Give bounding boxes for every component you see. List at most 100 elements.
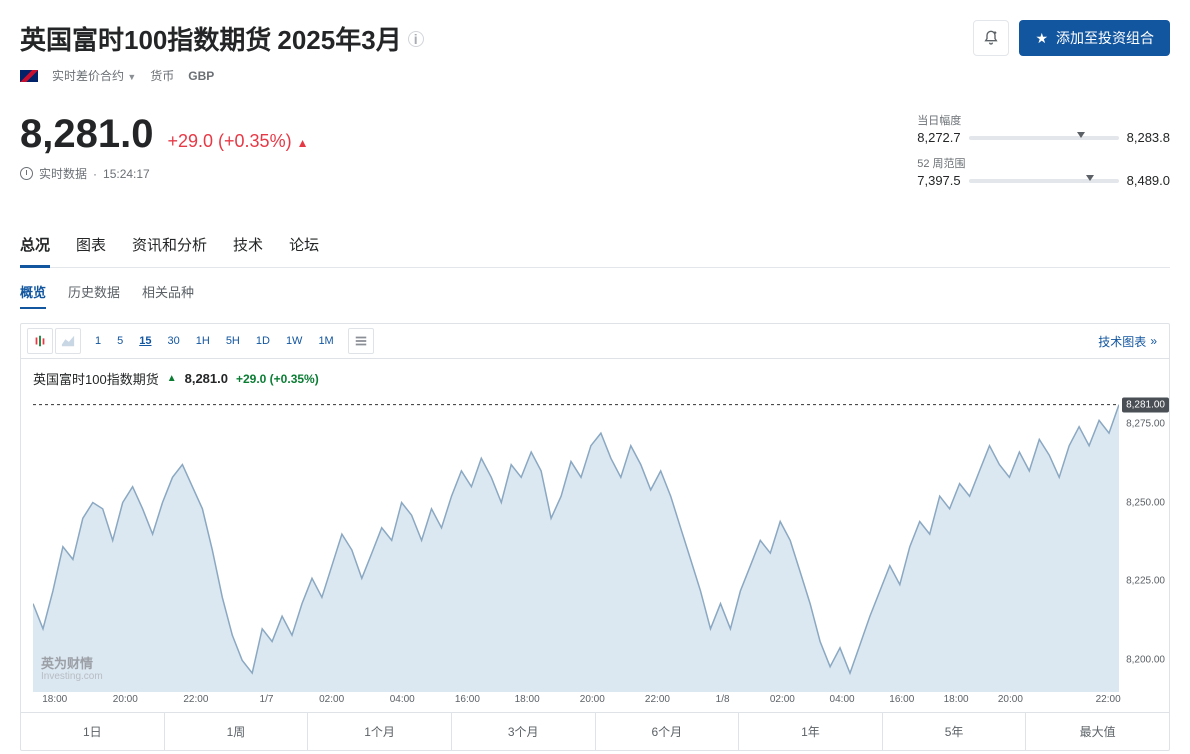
up-arrow-icon: ▲ [167,373,177,384]
main-tab-1[interactable]: 图表 [76,224,106,267]
range-btn-6[interactable]: 5年 [883,713,1027,750]
x-tick: 18:00 [944,694,969,705]
week52-range-bar [969,179,1119,183]
candlestick-button[interactable] [27,328,53,354]
settings-button[interactable] [348,328,374,354]
day-range: 当日幅度 8,272.7 8,283.8 [917,112,1170,145]
x-tick: 04:00 [390,694,415,705]
price-tag: 8,281.00 [1122,397,1169,412]
up-triangle-icon: ▲ [297,136,309,150]
chart-instrument-name: 英国富时100指数期货 [33,369,159,388]
info-icon[interactable]: i [408,31,424,47]
chart-body[interactable]: 8,200.008,225.008,250.008,275.00 8,281.0… [33,392,1119,712]
y-tick: 8,275.00 [1126,418,1165,429]
timeframe-1D[interactable]: 1D [248,328,278,354]
x-tick: 16:00 [455,694,480,705]
chevron-right-icon: » [1150,334,1157,348]
timeframe-1H[interactable]: 1H [188,328,218,354]
main-tab-2[interactable]: 资讯和分析 [132,224,207,267]
timeframe-5[interactable]: 5 [109,328,131,354]
x-tick: 22:00 [645,694,670,705]
add-portfolio-label: 添加至投资组合 [1056,28,1154,48]
main-tab-3[interactable]: 技术 [233,224,263,267]
y-tick: 8,250.00 [1126,497,1165,508]
week52-range-high: 8,489.0 [1127,173,1170,188]
alert-button[interactable] [973,20,1009,56]
sub-tab-0[interactable]: 概览 [20,282,46,309]
meta-row: 实时差价合约 ▼ 货币 GBP [20,67,424,84]
x-tick: 20:00 [580,694,605,705]
x-tick: 04:00 [830,694,855,705]
y-axis: 8,200.00 8,225.00 8,250.00 8,275.00 [1121,392,1169,692]
day-range-pin [1077,132,1085,138]
area-icon [61,334,75,348]
timeframe-15[interactable]: 15 [131,328,159,354]
timeframe-30[interactable]: 30 [160,328,188,354]
price-change: +29.0 (+0.35%) ▲ [167,131,308,152]
last-price: 8,281.0 [20,112,153,157]
x-tick: 18:00 [515,694,540,705]
range-btn-4[interactable]: 6个月 [596,713,740,750]
range-btn-7[interactable]: 最大值 [1026,713,1169,750]
chart-toolbar: 1515301H5H1D1W1M 技术图表 » [21,324,1169,359]
x-tick: 1/7 [260,694,274,705]
tech-chart-link[interactable]: 技术图表 » [1098,333,1163,350]
y-tick: 8,225.00 [1126,576,1165,587]
sub-tab-2[interactable]: 相关品种 [142,282,194,309]
week52-range-pin [1086,175,1094,181]
candlestick-icon [33,334,47,348]
range-btn-2[interactable]: 1个月 [308,713,452,750]
bell-plus-icon [983,30,999,46]
x-axis: 18:00 20:00 22:00 1/7 02:00 04:00 16:00 18:00 20… [33,694,1119,712]
range-btn-0[interactable]: 1日 [21,713,165,750]
timeframe-list: 1515301H5H1D1W1M [87,328,342,354]
week52-range-label: 52 周范围 [917,155,1170,171]
timeframe-1W[interactable]: 1W [278,328,311,354]
title-name: 英国富时100指数期货 [20,20,271,57]
range-btn-3[interactable]: 3个月 [452,713,596,750]
range-btn-1[interactable]: 1周 [165,713,309,750]
day-range-low: 8,272.7 [917,130,960,145]
watermark: 英为财情 Investing.com [41,657,103,682]
star-icon: ★ [1035,30,1048,47]
x-tick: 1/8 [716,694,730,705]
settings-icon [354,334,368,348]
sub-tabs: 概览历史数据相关品种 [20,282,1170,309]
main-tab-0[interactable]: 总况 [20,224,50,268]
x-tick: 22:00 [183,694,208,705]
range-selector: 1日1周1个月3个月6个月1年5年最大值 [21,712,1169,750]
x-tick: 16:00 [889,694,914,705]
main-tabs: 总况图表资讯和分析技术论坛 [20,224,1170,268]
day-range-high: 8,283.8 [1127,130,1170,145]
contract-type[interactable]: 实时差价合约 ▼ [52,67,136,84]
flag-uk-icon [20,70,38,82]
x-tick: 02:00 [770,694,795,705]
page-title: 英国富时100指数期货 2025年3月 i [20,20,424,57]
chevron-down-icon: ▼ [127,72,136,82]
area-chart-button[interactable] [55,328,81,354]
x-tick: 20:00 [113,694,138,705]
day-range-bar [969,136,1119,140]
timeframe-5H[interactable]: 5H [218,328,248,354]
chart-title-price: 8,281.0 [185,371,228,386]
chart-title-change: +29.0 (+0.35%) [236,372,319,386]
chart-svg [33,392,1119,712]
week52-range: 52 周范围 7,397.5 8,489.0 [917,155,1170,188]
chart-title-row: 英国富时100指数期货 ▲ 8,281.0 +29.0 (+0.35%) [21,359,1169,392]
add-portfolio-button[interactable]: ★ 添加至投资组合 [1019,20,1170,56]
currency-value: GBP [188,69,214,83]
x-tick: 20:00 [998,694,1023,705]
timeframe-1[interactable]: 1 [87,328,109,354]
range-btn-5[interactable]: 1年 [739,713,883,750]
timeframe-1M[interactable]: 1M [310,328,341,354]
chart-panel: 1515301H5H1D1W1M 技术图表 » 英国富时100指数期货 ▲ 8,… [20,323,1170,751]
title-date: 2025年3月 [277,20,401,57]
week52-range-low: 7,397.5 [917,173,960,188]
x-tick: 22:00 [1096,694,1121,705]
realtime-info: 实时数据 · 15:24:17 [20,165,308,182]
main-tab-4[interactable]: 论坛 [289,224,319,267]
sub-tab-1[interactable]: 历史数据 [68,282,120,309]
y-tick: 8,200.00 [1126,655,1165,666]
x-tick: 02:00 [319,694,344,705]
day-range-label: 当日幅度 [917,112,1170,128]
